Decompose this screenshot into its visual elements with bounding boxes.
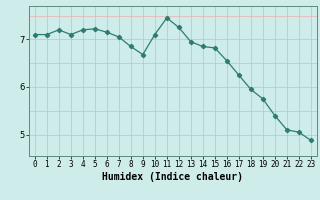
X-axis label: Humidex (Indice chaleur): Humidex (Indice chaleur): [102, 172, 243, 182]
